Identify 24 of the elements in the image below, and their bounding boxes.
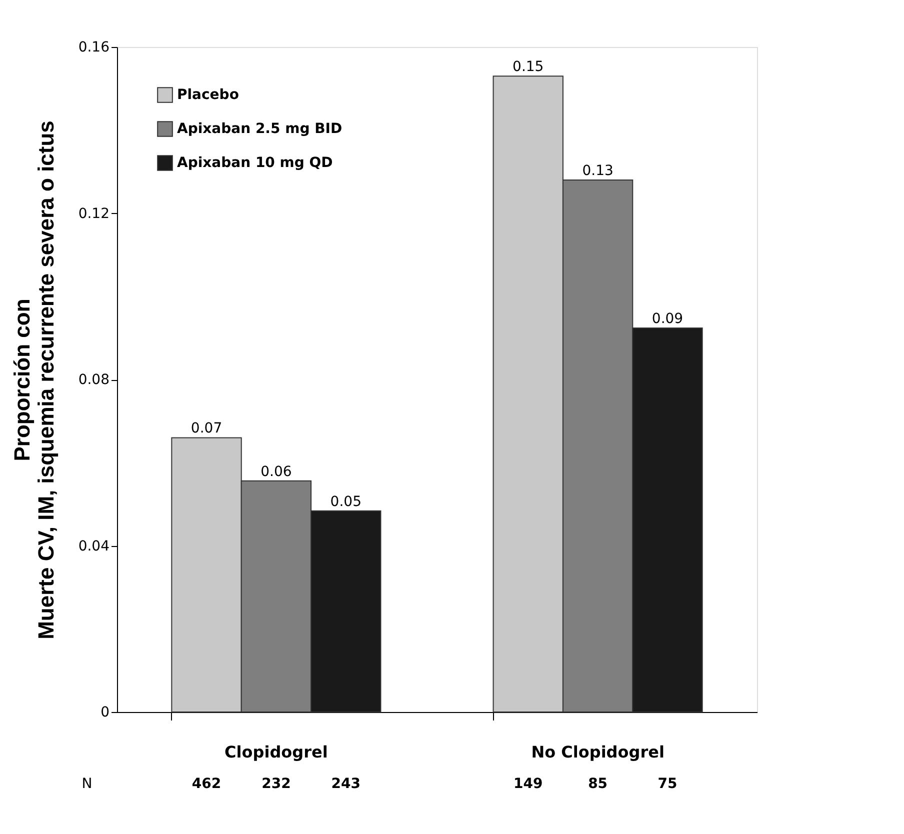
- text: 85: [588, 776, 608, 792]
- text: 75: [658, 776, 678, 792]
- x-tick-label: No Clopidogrel: [531, 742, 664, 762]
- text: 149: [514, 776, 543, 792]
- text: 232: [262, 776, 291, 792]
- data-label: 0.09: [652, 310, 684, 327]
- y-tick-label: 0.12: [78, 206, 110, 222]
- y-tick-label: 0.16: [78, 40, 110, 56]
- data-label: 0.05: [330, 494, 362, 510]
- legend-label: Apixaban 2.5 mg BID: [177, 121, 342, 137]
- data-label: 0.13: [582, 163, 614, 179]
- data-label: 0.07: [190, 420, 222, 437]
- text: 243: [331, 776, 360, 792]
- data-label: 0.15: [512, 59, 544, 76]
- x-tick-label: Clopidogrel: [224, 742, 328, 762]
- y-axis-title: Proporción con Muerte CV, IM, isquemia recurrente severa o ictus: [9, 120, 58, 640]
- legend-label: Apixaban 10 mg QD: [177, 155, 333, 171]
- data-label: 0.06: [260, 464, 292, 480]
- y-tick-label: 0.04: [78, 538, 110, 554]
- text: N: [82, 776, 92, 792]
- legend-label: Placebo: [177, 87, 240, 103]
- y-tick-label: 0: [100, 704, 110, 720]
- y-tick-label: 0.08: [78, 372, 110, 388]
- text: 462: [192, 776, 222, 792]
